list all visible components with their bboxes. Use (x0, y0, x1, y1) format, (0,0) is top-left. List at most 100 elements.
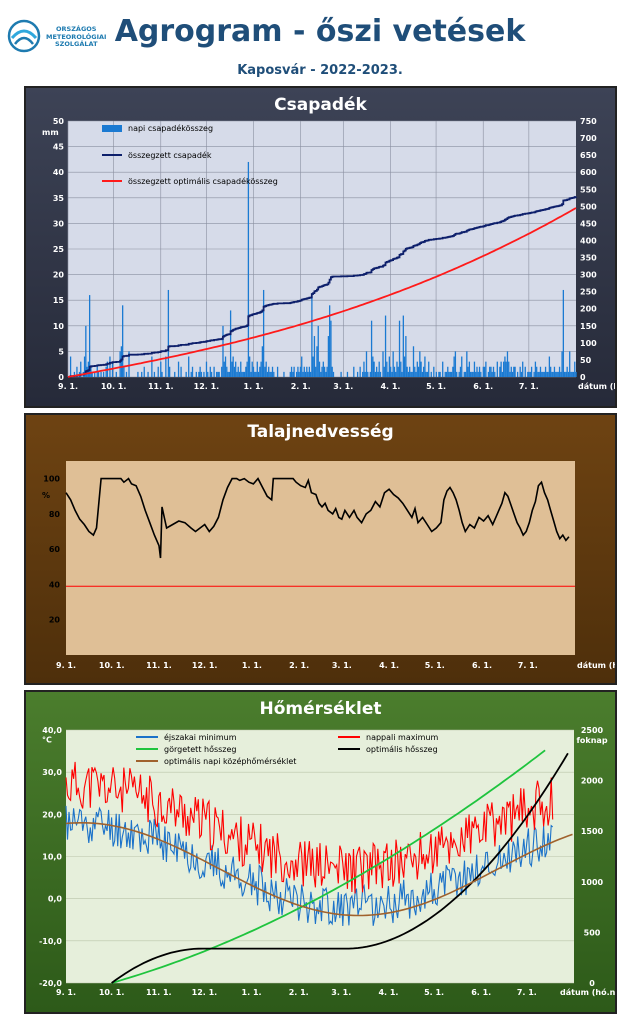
logo-text: ORSZÁGOS METEOROLÓGIAI SZOLGÁLAT (46, 25, 106, 49)
precipitation-bar (428, 361, 430, 377)
precipitation-bar (199, 366, 201, 377)
precipitation-bar (251, 361, 253, 377)
precipitation-bar (367, 371, 369, 377)
precipitation-bar (476, 366, 478, 377)
y2-tick-label: 200 (580, 305, 597, 314)
precipitation-bar (506, 351, 509, 377)
optimal-heat-sum-line (111, 752, 569, 984)
y2-tick-label: 300 (580, 271, 597, 280)
precipitation-bar (80, 361, 82, 377)
precipitation-bar (364, 371, 366, 377)
x-tick-label: 3. 1. (332, 661, 352, 670)
omsz-logo: ORSZÁGOS METEOROLÓGIAI SZOLGÁLAT (6, 18, 126, 58)
precipitation-bar (174, 371, 176, 377)
precipitation-bar (326, 366, 328, 377)
precipitation-bar (303, 366, 305, 377)
precipitation-bar (269, 371, 271, 377)
precipitation-bar (571, 371, 573, 377)
precipitation-bar (297, 366, 299, 377)
precipitation-bar (445, 371, 448, 377)
precipitation-bar (309, 371, 312, 377)
precipitation-bar (257, 371, 260, 377)
y2-tick-label: 0 (589, 979, 595, 988)
precipitation-bar (491, 371, 493, 377)
precipitation-bar (359, 366, 361, 377)
precipitation-bar (534, 361, 537, 377)
precipitation-bar (396, 361, 398, 377)
y2-tick-label: 100 (580, 339, 597, 348)
precipitation-bar (438, 371, 440, 377)
x-tick-label: 10. 1. (99, 988, 125, 997)
precipitation-bar (459, 366, 462, 377)
precipitation-bar (330, 320, 332, 377)
precipitation-bar (467, 366, 469, 377)
precipitation-bar (378, 361, 380, 377)
precipitation-bar (222, 325, 224, 377)
y2-tick-label: 250 (580, 288, 597, 297)
precipitation-bar (231, 361, 233, 377)
precipitation-bar (530, 366, 533, 377)
y-tick-label: 40 (53, 168, 65, 177)
precipitation-bar (503, 361, 505, 377)
precipitation-bar (501, 371, 504, 377)
precipitation-bar (228, 371, 230, 377)
precipitation-bar (252, 366, 255, 377)
logo-line-3: SZOLGÁLAT (54, 40, 98, 48)
precipitation-bar (557, 371, 559, 377)
y-tick-label: 0 (58, 373, 64, 382)
precipitation-bar (100, 371, 102, 377)
precipitation-bar (566, 366, 568, 377)
precipitation-bar (207, 371, 209, 377)
precipitation-bar (235, 361, 237, 377)
optimal-mean-temp-line (65, 822, 573, 917)
precipitation-bar (435, 371, 437, 377)
precipitation-bar (403, 356, 406, 377)
precipitation-title: Csapadék (274, 95, 367, 115)
precipitation-bar (478, 366, 481, 377)
precipitation-bar (290, 366, 293, 377)
precipitation-bar (442, 361, 444, 377)
logo-icon (7, 19, 41, 53)
y2-tick-label: 1000 (581, 878, 604, 887)
precipitation-bar (293, 366, 295, 377)
precipitation-bar (261, 346, 264, 377)
y2-tick-label: 600 (580, 168, 597, 177)
precipitation-bar (260, 361, 262, 377)
precipitation-bar (322, 361, 324, 377)
precipitation-bar (468, 361, 471, 377)
precipitation-bar (151, 356, 153, 377)
x-tick-label: 1. 1. (242, 661, 262, 670)
y-tick-label: 25 (53, 245, 65, 254)
precipitation-bar (247, 161, 250, 377)
precipitation-bar (456, 371, 458, 377)
precipitation-bar (424, 356, 426, 377)
x-tick-label: 7. 1. (518, 661, 538, 670)
temperature-panel: Hőmérséklet -20,0 -10,0 0,0 10,0 20,0 30,0 40,… (24, 690, 617, 1014)
y-axis-label: mm (42, 128, 59, 137)
precipitation-bar (213, 366, 215, 377)
precipitation-bar (332, 371, 335, 377)
precipitation-bar (191, 366, 194, 377)
precipitation-bar (190, 371, 192, 377)
legend-label: optimális hősszeg (366, 745, 438, 754)
page-subtitle: Kaposvár - 2022-2023. (237, 63, 403, 78)
precipitation-bar (94, 371, 96, 377)
precipitation-bar (73, 371, 76, 377)
y2-axis-label: foknap (576, 736, 607, 745)
precipitation-bar (415, 371, 417, 377)
y2-tick-label: 50 (580, 356, 592, 365)
soil-moisture-panel: Talajnedvesség 20 40 60 80 100% 9. 1. 10. 1. 11… (24, 413, 617, 685)
precipitation-bar (153, 371, 156, 377)
precipitation-bar (556, 371, 558, 377)
precipitation-bar (533, 371, 535, 377)
y-tick-label: 30 (53, 219, 65, 228)
precipitation-bar (169, 366, 171, 377)
x-axis-label: dátum (hó.nap) (560, 987, 615, 997)
precipitation-bar (555, 371, 557, 377)
x-tick-label: 6. 1. (472, 661, 492, 670)
precipitation-bar (570, 371, 572, 377)
x-tick-label: 7. 1. (517, 988, 537, 997)
precipitation-bar (69, 356, 72, 377)
precipitation-bar (315, 366, 317, 377)
precipitation-bar (128, 351, 130, 377)
